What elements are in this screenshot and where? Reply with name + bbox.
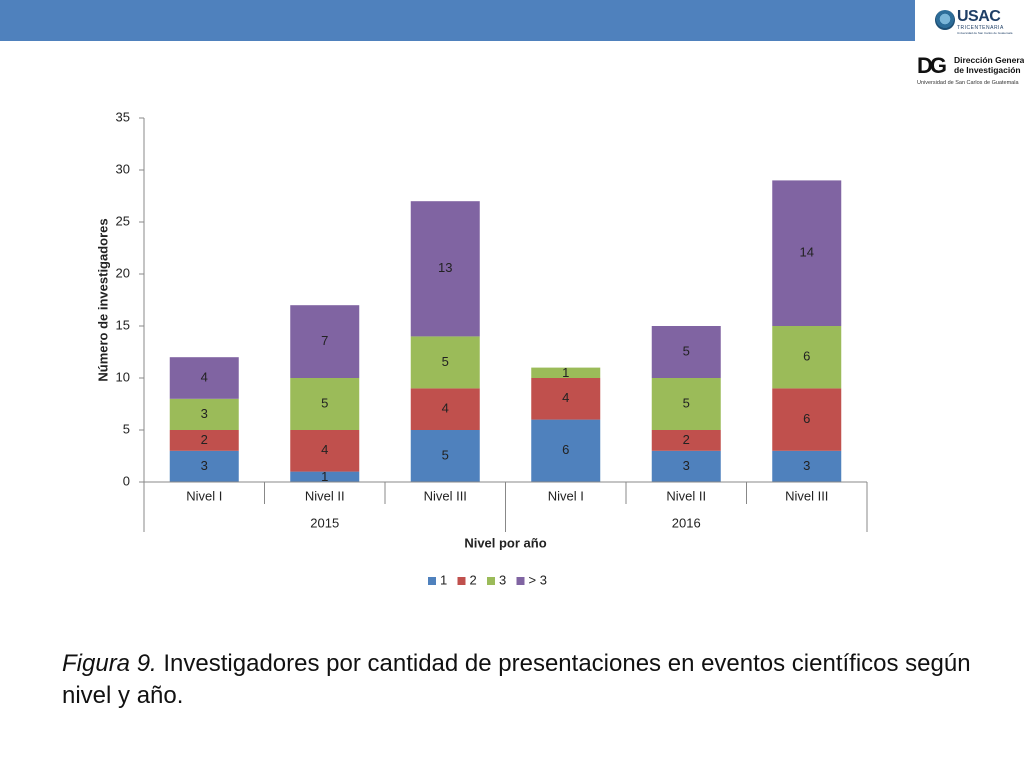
data-label: 13 xyxy=(438,260,452,275)
legend-label: 1 xyxy=(440,572,447,587)
usac-subtitle: TRICENTENARIA xyxy=(957,25,1004,31)
y-tick-label: 5 xyxy=(123,421,130,436)
usac-logo: USAC TRICENTENARIA Universidad de San Ca… xyxy=(935,8,1020,38)
legend-swatch xyxy=(457,577,466,585)
group-label: 2016 xyxy=(672,515,701,530)
bar-segment xyxy=(531,367,601,378)
x-tick-label: Nivel III xyxy=(785,488,828,503)
bar-segment xyxy=(772,326,842,389)
bar-segment xyxy=(772,450,842,482)
data-label: 5 xyxy=(683,343,690,358)
bar-segment xyxy=(290,471,360,482)
bar-segment xyxy=(169,357,239,399)
y-tick-label: 10 xyxy=(116,369,130,384)
logos-area: USAC TRICENTENARIA Universidad de San Ca… xyxy=(915,0,1024,100)
bar-segment xyxy=(410,388,480,430)
data-label: 6 xyxy=(803,349,810,364)
x-tick-label: Nivel I xyxy=(186,488,222,503)
y-axis-title: Número de investigadores xyxy=(95,218,110,381)
bar-segment xyxy=(290,305,360,378)
x-axis-title: Nivel por año xyxy=(464,535,546,550)
x-tick-label: Nivel II xyxy=(305,488,345,503)
data-label: 1 xyxy=(562,365,569,380)
legend-label: > 3 xyxy=(529,572,547,587)
bar-segment xyxy=(290,378,360,430)
data-label: 4 xyxy=(442,401,449,416)
usac-tagline: Universidad de San Carlos de Guatemala xyxy=(957,31,1013,35)
data-label: 5 xyxy=(442,354,449,369)
bar-segment xyxy=(290,430,360,472)
data-label: 3 xyxy=(683,458,690,473)
data-label: 3 xyxy=(201,458,208,473)
data-label: 7 xyxy=(321,333,328,348)
data-label: 4 xyxy=(201,369,208,384)
bar-segment xyxy=(169,430,239,451)
y-tick-label: 35 xyxy=(116,109,130,124)
legend-swatch xyxy=(516,577,525,585)
legend-swatch xyxy=(487,577,495,585)
data-label: 3 xyxy=(803,458,810,473)
data-label: 3 xyxy=(201,406,208,421)
bar-segment xyxy=(410,336,480,389)
data-label: 14 xyxy=(800,245,814,260)
usac-name: USAC xyxy=(957,8,1001,25)
y-tick-label: 25 xyxy=(116,213,130,228)
data-label: 4 xyxy=(321,442,328,457)
dg-line3: Universidad de San Carlos de Guatemala xyxy=(917,80,1019,86)
data-label: 4 xyxy=(562,390,569,405)
y-tick-label: 0 xyxy=(123,473,130,488)
dg-line2: de Investigación xyxy=(954,65,1021,75)
usac-seal-icon xyxy=(935,10,955,30)
data-label: 5 xyxy=(683,395,690,410)
y-tick-label: 30 xyxy=(116,161,130,176)
bar-segment xyxy=(651,326,721,378)
header-bar xyxy=(0,0,915,41)
dg-logo: DG Dirección General de Investigación Un… xyxy=(917,53,1024,90)
bar-segment xyxy=(651,378,721,430)
caption-label: Figura 9. xyxy=(62,650,157,677)
bar-segment xyxy=(410,201,480,337)
figure-caption: Figura 9. Investigadores por cantidad de… xyxy=(62,648,982,712)
legend-label: 3 xyxy=(499,572,506,587)
bar-segment xyxy=(772,180,842,326)
caption-text: Investigadores por cantidad de presentac… xyxy=(62,650,971,709)
stacked-bar-chart: 323414575451364132553661405101520253035N… xyxy=(95,109,868,587)
data-label: 1 xyxy=(321,469,328,484)
data-label: 5 xyxy=(321,395,328,410)
bar-segment xyxy=(651,430,721,451)
bar-segment xyxy=(651,450,721,482)
bar-segment xyxy=(169,398,239,430)
data-label: 6 xyxy=(803,411,810,426)
x-tick-label: Nivel I xyxy=(548,488,584,503)
y-tick-label: 20 xyxy=(116,265,130,280)
data-label: 6 xyxy=(562,442,569,457)
data-label: 5 xyxy=(442,447,449,462)
y-tick-label: 15 xyxy=(116,317,130,332)
dg-line1: Dirección General xyxy=(954,55,1024,65)
bar-segment xyxy=(531,378,601,420)
group-label: 2015 xyxy=(310,515,339,530)
x-tick-label: Nivel II xyxy=(666,488,706,503)
bar-segment xyxy=(169,450,239,482)
bar-segment xyxy=(410,430,480,482)
data-label: 2 xyxy=(683,432,690,447)
bar-segment xyxy=(531,419,601,482)
bar-segment xyxy=(772,388,842,451)
x-tick-label: Nivel III xyxy=(424,488,467,503)
dg-mark: DG xyxy=(917,53,947,78)
data-label: 2 xyxy=(201,432,208,447)
legend-swatch xyxy=(428,577,436,585)
legend-label: 2 xyxy=(470,572,477,587)
